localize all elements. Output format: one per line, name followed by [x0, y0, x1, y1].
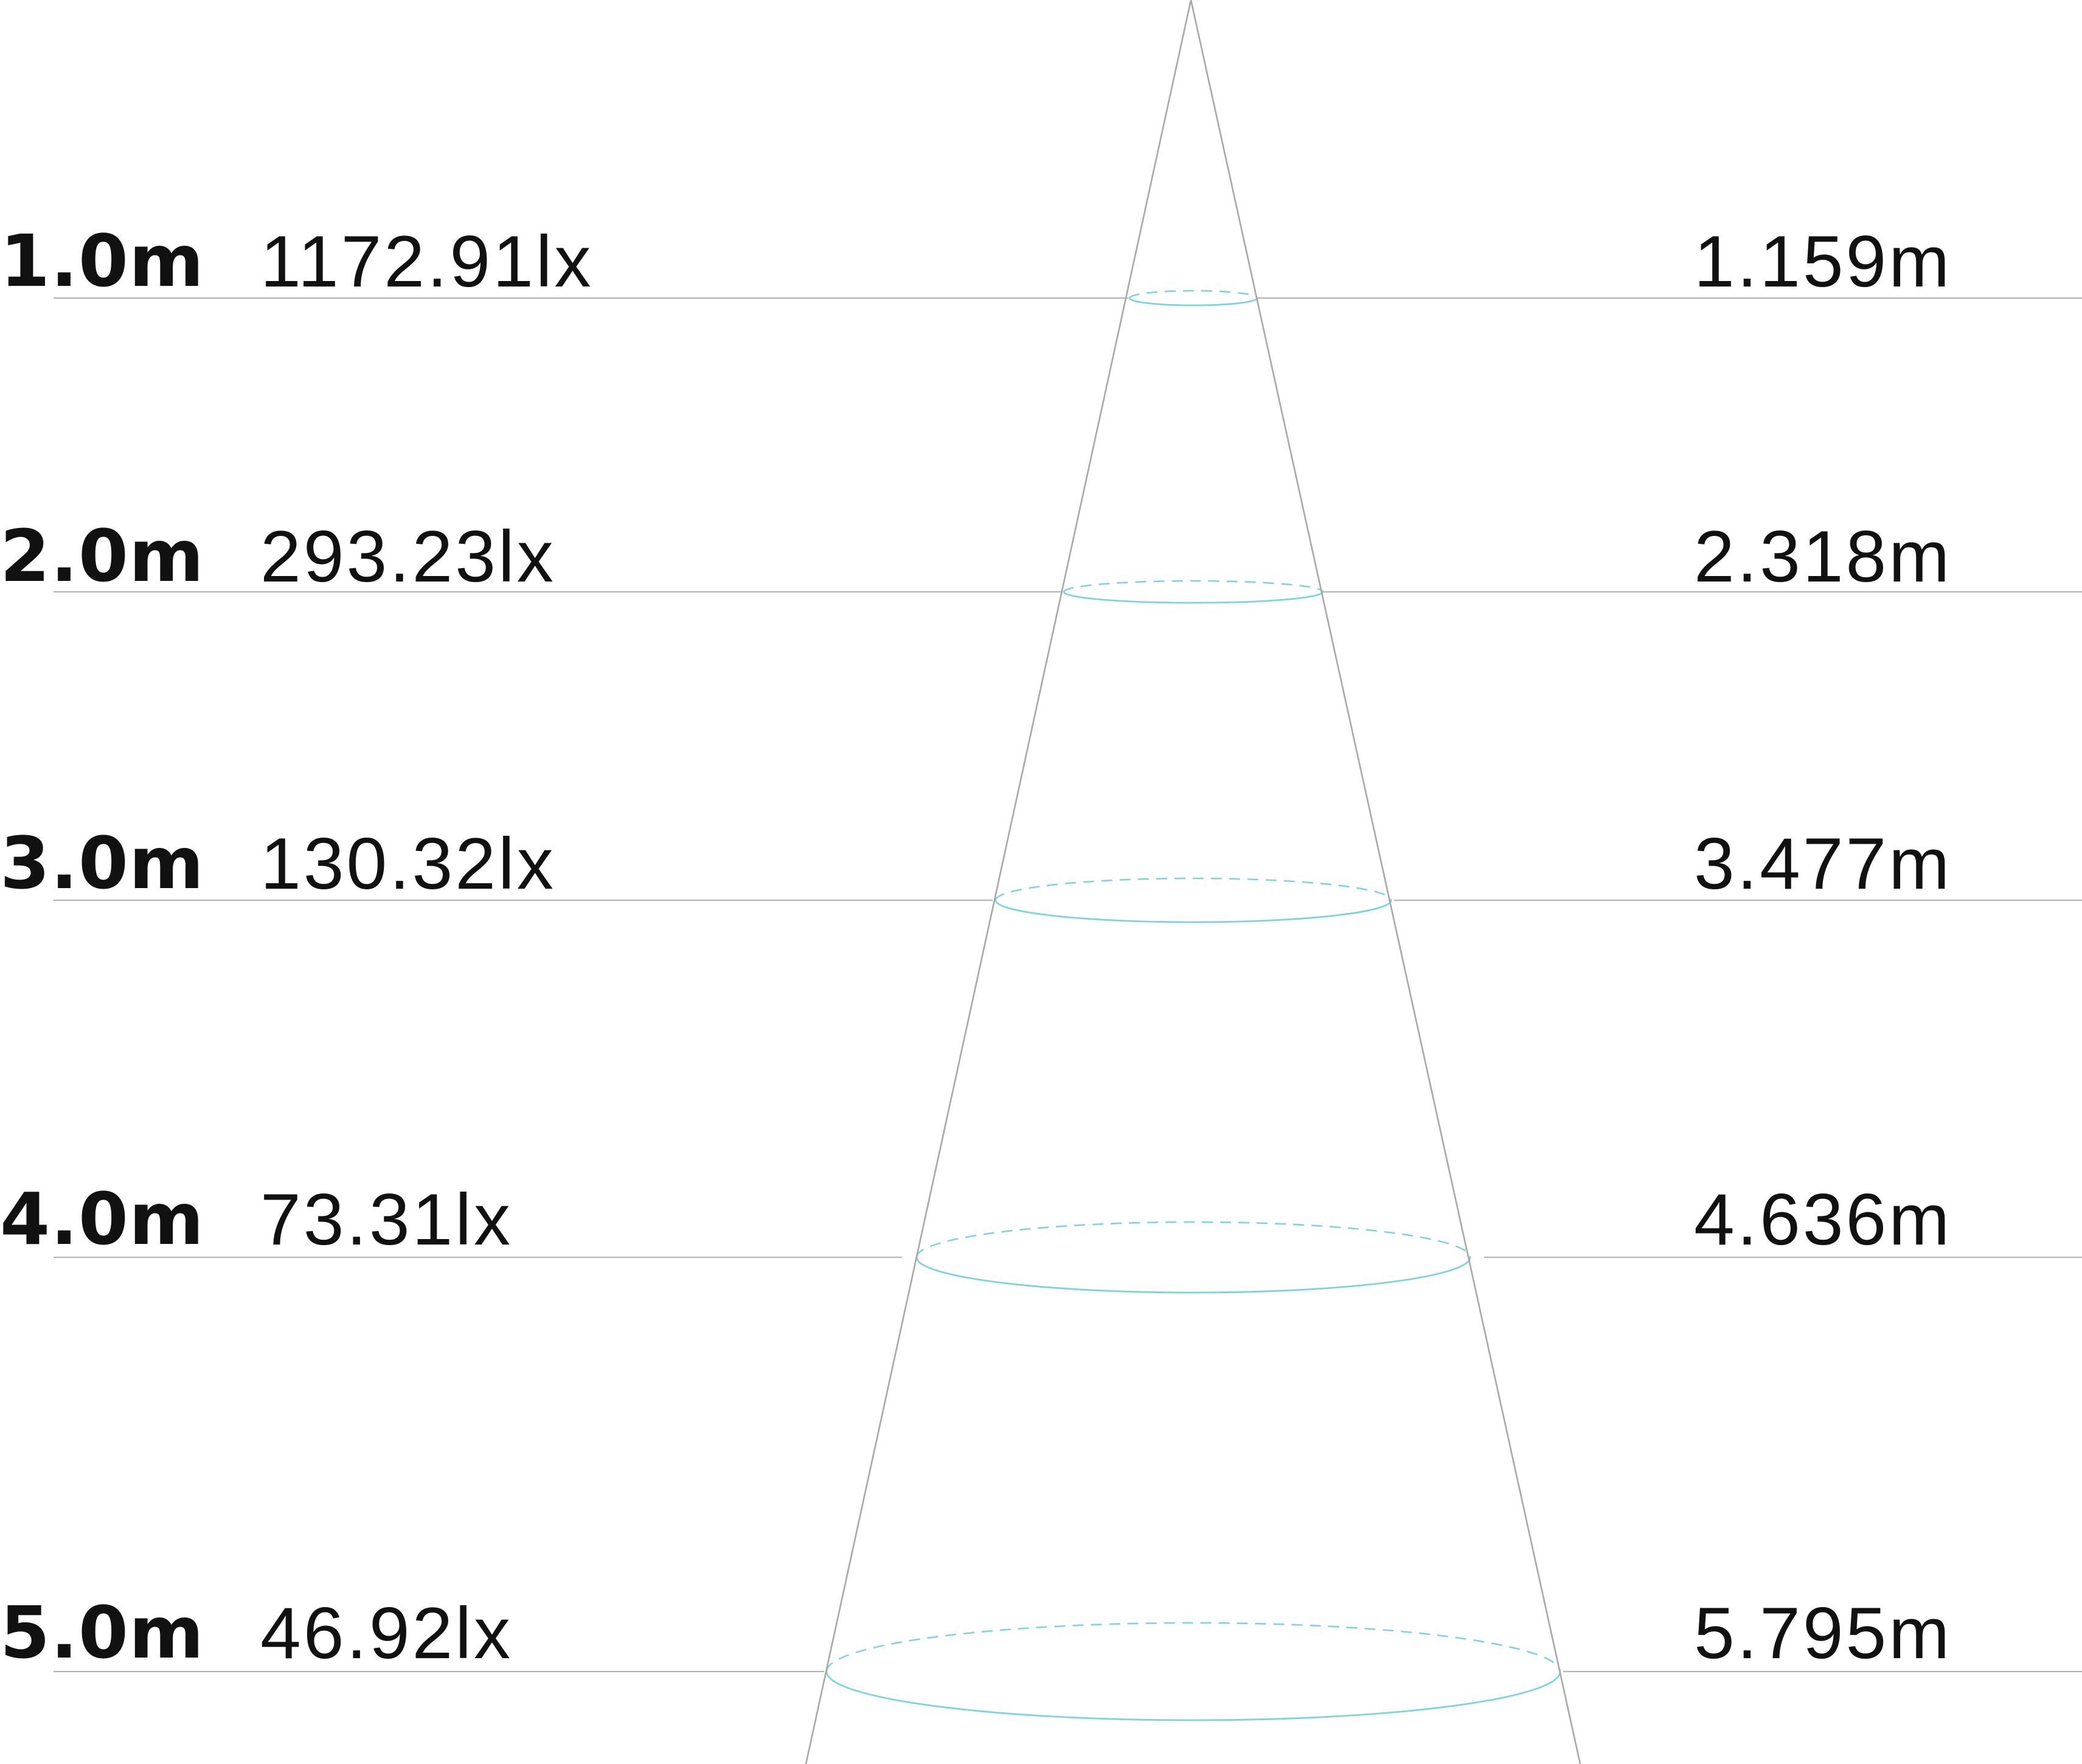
row-5-distance-label: 5.0m — [0, 1591, 204, 1675]
row-3-distance-label: 3.0m — [0, 821, 204, 905]
row-1-distance-label: 1.0m — [0, 219, 204, 303]
row-4-distance-label: 4.0m — [0, 1177, 204, 1261]
row-2-distance-label: 2.0m — [0, 514, 204, 598]
row-1-illuminance-label: 1172.91lx — [260, 221, 594, 302]
row-3-illuminance-label: 130.32lx — [260, 823, 556, 905]
beam-cone — [805, 0, 1581, 1764]
cone-right-edge — [1190, 0, 1581, 1764]
row-4-illuminance-label: 73.31lx — [260, 1179, 513, 1260]
row-3-beam-ellipse-back — [994, 877, 1392, 901]
row-1-diameter-label: 1.159m — [1694, 221, 1952, 302]
row-2-beam-ellipse-back — [1063, 580, 1324, 592]
row-1-beam-ellipse-back — [1128, 290, 1258, 299]
row-2-illuminance-label: 293.23lx — [260, 516, 556, 597]
row-5-beam-ellipse-back — [825, 1622, 1561, 1672]
cone-left-edge — [805, 0, 1192, 1764]
row-5-diameter-label: 5.795m — [1694, 1592, 1952, 1674]
row-3-diameter-label: 3.477m — [1694, 823, 1952, 905]
distance-guide-lines — [54, 297, 2082, 1673]
row-2-diameter-label: 2.318m — [1694, 516, 1952, 597]
row-2-beam-ellipse-front — [1063, 591, 1324, 604]
row-4-diameter-label: 4.636m — [1694, 1179, 1952, 1260]
row-5-illuminance-label: 46.92lx — [260, 1592, 513, 1674]
row-5-beam-ellipse-front — [825, 1671, 1561, 1721]
beam-spot-ellipses — [825, 290, 1561, 1721]
row-1-beam-ellipse-front — [1128, 297, 1258, 307]
row-4-beam-ellipse-front — [915, 1257, 1471, 1294]
row-4-beam-ellipse-back — [915, 1221, 1471, 1258]
row-3-beam-ellipse-front — [994, 900, 1392, 923]
